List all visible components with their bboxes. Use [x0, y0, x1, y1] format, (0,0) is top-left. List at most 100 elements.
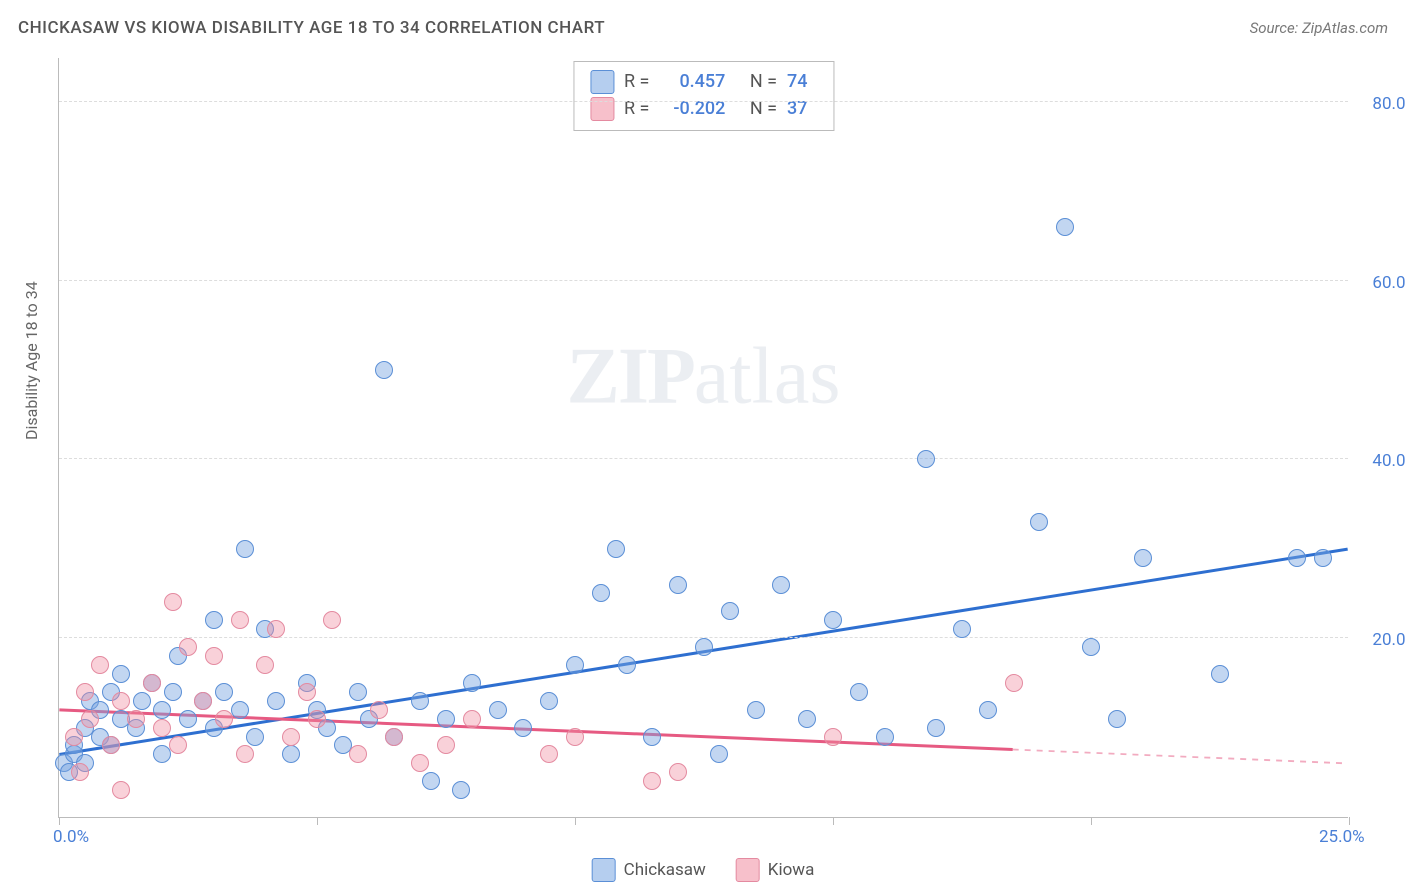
scatter-point [695, 638, 713, 656]
source-attribution: Source: ZipAtlas.com [1250, 19, 1388, 37]
x-tick [575, 817, 576, 825]
scatter-point [747, 701, 765, 719]
scatter-point [375, 361, 393, 379]
scatter-point [112, 692, 130, 710]
correlation-stats-box: R = 0.457 N = 74 R = -0.202 N = 37 [573, 61, 834, 131]
series-legend: Chickasaw Kiowa [592, 858, 815, 882]
scatter-point [411, 754, 429, 772]
legend-item-kiowa: Kiowa [736, 858, 815, 882]
scatter-point [282, 745, 300, 763]
y-tick-label: 80.0% [1372, 94, 1406, 114]
x-tick-label: 0.0% [53, 827, 89, 847]
scatter-point [76, 683, 94, 701]
r-label: R = [624, 95, 649, 122]
x-tick [1091, 817, 1092, 825]
scatter-point [215, 710, 233, 728]
r-value-chickasaw: 0.457 [659, 68, 725, 95]
scatter-point [385, 728, 403, 746]
scatter-point [65, 728, 83, 746]
n-label: N = [750, 95, 777, 122]
scatter-point [607, 540, 625, 558]
scatter-point [256, 656, 274, 674]
scatter-point [1314, 549, 1332, 567]
legend-item-chickasaw: Chickasaw [592, 858, 706, 882]
legend-label-chickasaw: Chickasaw [624, 860, 706, 880]
scatter-point [267, 620, 285, 638]
y-tick-label: 40.0% [1372, 451, 1406, 471]
scatter-point [463, 674, 481, 692]
scatter-point [179, 638, 197, 656]
legend-label-kiowa: Kiowa [768, 860, 815, 880]
scatter-point [1005, 674, 1023, 692]
watermark-zip: ZIP [567, 332, 694, 420]
scatter-point [798, 710, 816, 728]
swatch-chickasaw [590, 70, 614, 94]
n-label: N = [750, 68, 777, 95]
scatter-point [979, 701, 997, 719]
scatter-point [215, 683, 233, 701]
scatter-point [953, 620, 971, 638]
scatter-point [669, 576, 687, 594]
scatter-point [282, 728, 300, 746]
scatter-point [236, 540, 254, 558]
scatter-point [566, 728, 584, 746]
y-axis-label: Disability Age 18 to 34 [22, 281, 41, 440]
scatter-point [153, 719, 171, 737]
gridline-h [59, 458, 1348, 459]
x-tick-label: 25.0% [1319, 827, 1365, 847]
scatter-point [169, 736, 187, 754]
x-tick [833, 817, 834, 825]
watermark-atlas: atlas [694, 332, 841, 420]
y-tick-label: 20.0% [1372, 630, 1406, 650]
gridline-h [59, 280, 1348, 281]
scatter-point [112, 781, 130, 799]
chart-title: CHICKASAW VS KIOWA DISABILITY AGE 18 TO … [18, 18, 605, 38]
watermark: ZIPatlas [567, 331, 841, 422]
trend-lines-layer [59, 58, 1348, 817]
scatter-point [308, 710, 326, 728]
scatter-plot-area: ZIPatlas R = 0.457 N = 74 R = -0.202 N =… [58, 58, 1348, 818]
scatter-point [205, 611, 223, 629]
scatter-point [540, 745, 558, 763]
scatter-point [102, 736, 120, 754]
scatter-point [643, 772, 661, 790]
scatter-point [710, 745, 728, 763]
scatter-point [127, 710, 145, 728]
scatter-point [1211, 665, 1229, 683]
scatter-point [463, 710, 481, 728]
scatter-point [153, 701, 171, 719]
scatter-point [81, 710, 99, 728]
stats-row-chickasaw: R = 0.457 N = 74 [590, 68, 817, 95]
scatter-point [1134, 549, 1152, 567]
scatter-point [133, 692, 151, 710]
scatter-point [323, 611, 341, 629]
legend-swatch-chickasaw [592, 858, 616, 882]
scatter-point [246, 728, 264, 746]
scatter-point [876, 728, 894, 746]
scatter-point [164, 683, 182, 701]
n-value-kiowa: 37 [787, 95, 817, 122]
scatter-point [411, 692, 429, 710]
scatter-point [927, 719, 945, 737]
gridline-h [59, 101, 1348, 102]
scatter-point [592, 584, 610, 602]
x-tick [59, 817, 60, 825]
y-tick-label: 60.0% [1372, 273, 1406, 293]
scatter-point [164, 593, 182, 611]
trend-line [59, 710, 1012, 750]
x-tick [1349, 817, 1350, 825]
scatter-point [298, 683, 316, 701]
scatter-point [205, 647, 223, 665]
scatter-point [772, 576, 790, 594]
n-value-chickasaw: 74 [787, 68, 817, 95]
scatter-point [194, 692, 212, 710]
scatter-point [566, 656, 584, 674]
source-name: ZipAtlas.com [1302, 19, 1388, 37]
trend-line-extrapolated [1013, 749, 1348, 763]
scatter-point [618, 656, 636, 674]
x-tick [317, 817, 318, 825]
source-prefix: Source: [1250, 19, 1302, 37]
scatter-point [1288, 549, 1306, 567]
chart-header: CHICKASAW VS KIOWA DISABILITY AGE 18 TO … [18, 18, 1388, 38]
scatter-point [437, 736, 455, 754]
